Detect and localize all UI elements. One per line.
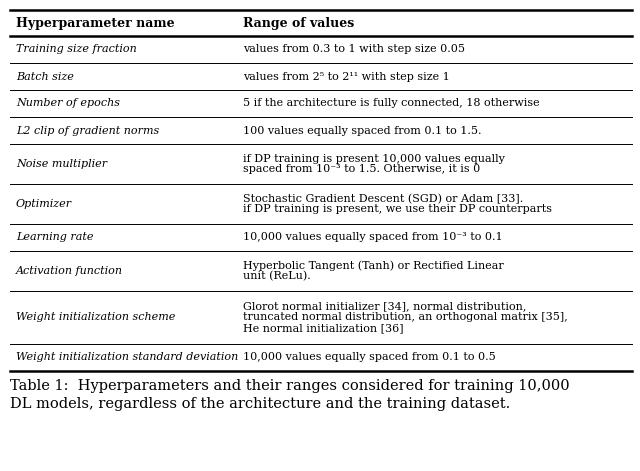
Text: Hyperbolic Tangent (Tanh) or Rectified Linear: Hyperbolic Tangent (Tanh) or Rectified L… bbox=[243, 260, 504, 271]
Text: Hyperparameter name: Hyperparameter name bbox=[16, 16, 175, 30]
Text: Stochastic Gradient Descent (SGD) or Adam [33].: Stochastic Gradient Descent (SGD) or Ada… bbox=[243, 194, 524, 204]
Text: spaced from 10⁻³ to 1.5. Otherwise, it is 0: spaced from 10⁻³ to 1.5. Otherwise, it i… bbox=[243, 164, 480, 174]
Text: 5 if the architecture is fully connected, 18 otherwise: 5 if the architecture is fully connected… bbox=[243, 98, 540, 108]
Text: DL models, regardless of the architecture and the training dataset.: DL models, regardless of the architectur… bbox=[10, 397, 510, 411]
Text: Optimizer: Optimizer bbox=[16, 199, 72, 209]
Text: L2 clip of gradient norms: L2 clip of gradient norms bbox=[16, 125, 159, 136]
Text: Glorot normal initializer [34], normal distribution,: Glorot normal initializer [34], normal d… bbox=[243, 302, 527, 312]
Text: 10,000 values equally spaced from 0.1 to 0.5: 10,000 values equally spaced from 0.1 to… bbox=[243, 352, 496, 363]
Text: Training size fraction: Training size fraction bbox=[16, 44, 137, 55]
Text: Range of values: Range of values bbox=[243, 16, 355, 30]
Text: unit (ReLu).: unit (ReLu). bbox=[243, 271, 311, 282]
Text: Weight initialization scheme: Weight initialization scheme bbox=[16, 312, 175, 323]
Text: Learning rate: Learning rate bbox=[16, 233, 93, 243]
Text: Noise multiplier: Noise multiplier bbox=[16, 159, 107, 169]
Text: truncated normal distribution, an orthogonal matrix [35],: truncated normal distribution, an orthog… bbox=[243, 312, 568, 323]
Text: He normal initialization [36]: He normal initialization [36] bbox=[243, 323, 404, 333]
Text: Number of epochs: Number of epochs bbox=[16, 98, 120, 108]
Text: if DP training is present 10,000 values equally: if DP training is present 10,000 values … bbox=[243, 154, 505, 163]
Text: 100 values equally spaced from 0.1 to 1.5.: 100 values equally spaced from 0.1 to 1.… bbox=[243, 125, 481, 136]
Text: Activation function: Activation function bbox=[16, 266, 123, 276]
Text: values from 2⁵ to 2¹¹ with step size 1: values from 2⁵ to 2¹¹ with step size 1 bbox=[243, 72, 450, 81]
Text: 10,000 values equally spaced from 10⁻³ to 0.1: 10,000 values equally spaced from 10⁻³ t… bbox=[243, 233, 502, 243]
Text: values from 0.3 to 1 with step size 0.05: values from 0.3 to 1 with step size 0.05 bbox=[243, 44, 465, 55]
Text: if DP training is present, we use their DP counterparts: if DP training is present, we use their … bbox=[243, 204, 552, 214]
Text: Batch size: Batch size bbox=[16, 72, 74, 81]
Text: Weight initialization standard deviation: Weight initialization standard deviation bbox=[16, 352, 238, 363]
Text: Table 1:  Hyperparameters and their ranges considered for training 10,000: Table 1: Hyperparameters and their range… bbox=[10, 379, 570, 393]
